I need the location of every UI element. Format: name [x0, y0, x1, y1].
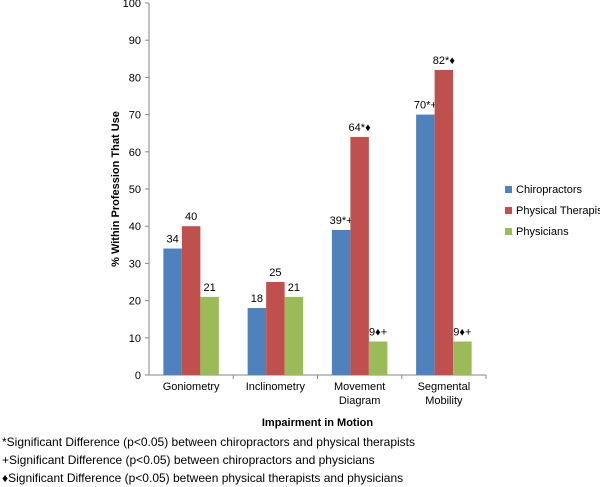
y-tick-label: 50 — [129, 184, 141, 196]
bar — [200, 296, 219, 375]
data-label: 64*♦ — [349, 122, 372, 134]
data-label: 70*+ — [414, 100, 437, 112]
y-axis-title: % Within Profession That Use — [110, 111, 122, 267]
x-tick-label: Goniometry — [163, 381, 220, 393]
y-tick-label: 10 — [129, 333, 141, 345]
bar — [181, 226, 201, 375]
x-tick-label: Inclinometry — [246, 381, 306, 393]
data-label: 40 — [185, 211, 197, 223]
bar — [416, 114, 435, 375]
bar — [284, 296, 304, 375]
bar-chart: 0 10 20 30 40 50 60 70 80 90 100 34 40 21 Goniometry 18… — [110, 0, 600, 429]
bar — [331, 229, 351, 375]
bar — [434, 69, 454, 376]
x-tick-label: Diagram — [339, 395, 381, 407]
y-tick-label: 70 — [129, 110, 141, 122]
legend-label: Physical Therapists — [516, 205, 600, 217]
y-tick-label: 80 — [129, 72, 141, 84]
legend-swatch — [505, 186, 512, 193]
y-tick-label: 30 — [129, 258, 141, 270]
y-tick-label: 100 — [123, 0, 141, 10]
y-tick-label: 20 — [129, 296, 141, 308]
bar — [350, 136, 369, 375]
data-label: 9♦+ — [369, 327, 387, 339]
data-label: 18 — [251, 293, 263, 305]
footnote-chiro-vs-pt: *Significant Difference (p<0.05) between… — [2, 435, 416, 449]
y-tick-label: 0 — [135, 370, 141, 382]
footnotes: *Significant Difference (p<0.05) between… — [2, 433, 598, 487]
data-label: 9♦+ — [453, 327, 471, 339]
bar — [247, 308, 267, 375]
data-label: 21 — [204, 282, 216, 294]
legend-label: Chiropractors — [516, 184, 583, 196]
bar — [368, 341, 388, 375]
footnote-pt-vs-physicians: ♦Significant Difference (p<0.05) between… — [2, 471, 404, 485]
bar — [266, 282, 285, 375]
x-tick-label: Mobility — [425, 395, 463, 407]
x-tick-label: Movement — [334, 381, 385, 393]
data-label: 39*+ — [330, 215, 353, 227]
bar — [453, 341, 472, 375]
bar — [163, 248, 182, 375]
legend-label: Physicians — [516, 226, 569, 238]
y-tick-label: 40 — [129, 221, 141, 233]
y-tick-label: 60 — [129, 147, 141, 159]
footnote-chiro-vs-physicians: +Significant Difference (p<0.05) between… — [2, 453, 375, 467]
y-tick-label: 90 — [129, 35, 141, 47]
x-tick-label: Segmental — [418, 381, 471, 393]
data-label: 21 — [288, 282, 300, 294]
data-label: 82*♦ — [433, 55, 456, 67]
x-axis-title: Impairment in Motion — [262, 417, 374, 429]
legend-swatch — [505, 228, 512, 235]
data-label: 34 — [167, 234, 179, 246]
data-label: 25 — [269, 267, 281, 279]
legend-swatch — [505, 207, 512, 214]
